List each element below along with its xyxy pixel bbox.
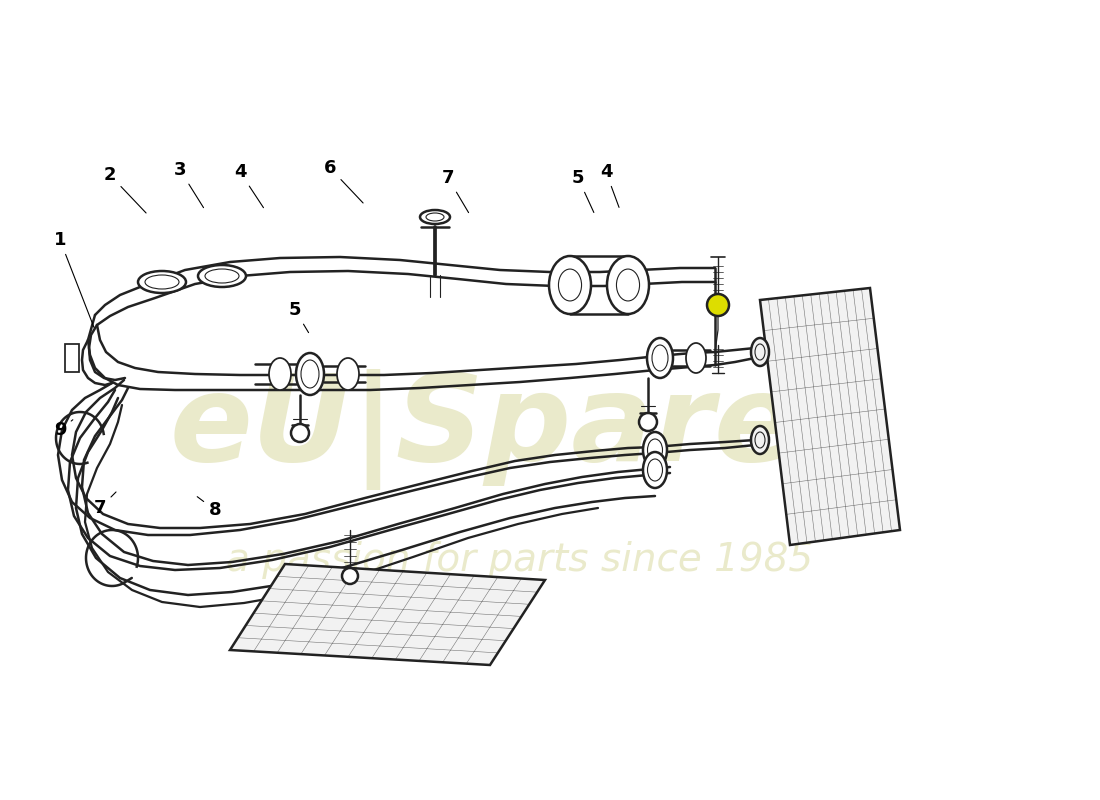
Ellipse shape [652, 345, 668, 371]
Ellipse shape [755, 432, 764, 448]
Ellipse shape [337, 358, 359, 390]
Circle shape [342, 568, 358, 584]
Ellipse shape [296, 353, 324, 395]
Text: 5: 5 [288, 301, 309, 333]
Ellipse shape [301, 360, 319, 388]
Ellipse shape [205, 269, 239, 283]
Ellipse shape [644, 452, 667, 488]
Circle shape [639, 413, 657, 431]
Ellipse shape [751, 338, 769, 366]
Polygon shape [760, 288, 900, 545]
Ellipse shape [145, 275, 179, 289]
Ellipse shape [686, 343, 706, 373]
Text: eU|Spares: eU|Spares [169, 370, 870, 490]
Text: 7: 7 [442, 169, 469, 213]
Polygon shape [230, 564, 544, 665]
Ellipse shape [755, 344, 764, 360]
Ellipse shape [420, 210, 450, 224]
Ellipse shape [648, 439, 662, 461]
Ellipse shape [647, 338, 673, 378]
Ellipse shape [549, 256, 591, 314]
Text: 9: 9 [54, 420, 73, 439]
Text: 1: 1 [54, 231, 94, 327]
Bar [65, 344, 79, 372]
Text: 2: 2 [103, 166, 146, 213]
Ellipse shape [426, 213, 444, 221]
Text: 4: 4 [600, 163, 619, 207]
Text: 5: 5 [572, 169, 594, 213]
Ellipse shape [616, 269, 639, 301]
Ellipse shape [648, 459, 662, 481]
Text: a passion for parts since 1985: a passion for parts since 1985 [227, 541, 814, 579]
Text: 7: 7 [94, 492, 115, 517]
Ellipse shape [138, 271, 186, 293]
Text: 8: 8 [197, 497, 221, 519]
Ellipse shape [607, 256, 649, 314]
Ellipse shape [270, 358, 292, 390]
Circle shape [292, 424, 309, 442]
Text: 6: 6 [323, 159, 363, 203]
Ellipse shape [644, 432, 667, 468]
Text: 3: 3 [174, 161, 204, 208]
Text: 4: 4 [233, 163, 264, 208]
Ellipse shape [559, 269, 582, 301]
Ellipse shape [751, 426, 769, 454]
Circle shape [707, 294, 729, 316]
Ellipse shape [198, 265, 246, 287]
